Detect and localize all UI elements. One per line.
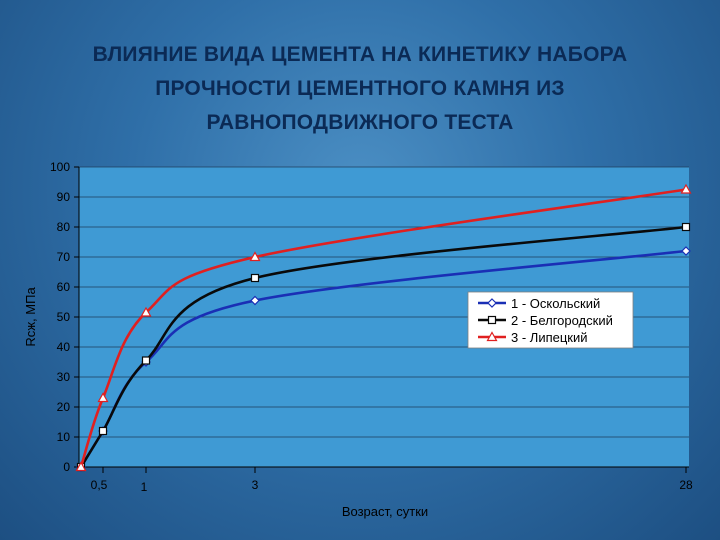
title-line-1: ВЛИЯНИЕ ВИДА ЦЕМЕНТА НА КИНЕТИКУ НАБОРА <box>92 43 628 66</box>
series-3-point-2 <box>140 306 152 317</box>
y-tick-label-10: 10 <box>57 430 71 444</box>
legend-swatch-marker-2 <box>487 315 497 325</box>
x-tick-label-3: 3 <box>252 478 259 492</box>
y-tick-label-50: 50 <box>57 310 71 324</box>
legend-swatch-marker-3 <box>486 331 498 342</box>
y-tick-labels: 0 10 20 30 40 50 60 70 80 90 100 <box>50 160 70 474</box>
y-tick-label-80: 80 <box>57 220 71 234</box>
x-tick-label-1: 0,5 <box>91 478 108 492</box>
y-tick-label-90: 90 <box>57 190 71 204</box>
axes <box>74 166 689 473</box>
title-line-3: РАВНОПОДВИЖНОГО ТЕСТА <box>206 111 514 134</box>
legend-swatch-marker-1 <box>487 298 497 308</box>
title-line-2: ПРОЧНОСТИ ЦЕМЕНТНОГО КАМНЯ ИЗ <box>155 77 565 100</box>
y-tick-label-40: 40 <box>57 340 71 354</box>
series-2-point-4 <box>681 222 691 232</box>
legend-label-1: 1 - Оскольский <box>511 296 600 311</box>
slide-title: ВЛИЯНИЕ ВИДА ЦЕМЕНТА НА КИНЕТИКУ НАБОРА … <box>0 38 720 140</box>
series-3 <box>75 183 692 472</box>
series-2-point-2 <box>141 356 151 365</box>
x-axis-title: Возраст, сутки <box>342 504 428 519</box>
series-3-point-0 <box>75 461 87 472</box>
y-tick-label-0: 0 <box>63 460 70 474</box>
series-1-point-4 <box>681 246 691 256</box>
series-2-point-1 <box>98 426 108 436</box>
legend-label-2: 2 - Белгородский <box>511 313 613 328</box>
y-tick-label-20: 20 <box>57 400 71 414</box>
series-2-point-3 <box>250 273 260 283</box>
series-3-point-3 <box>249 251 261 262</box>
data-series <box>75 183 692 472</box>
series-3-point-1 <box>97 392 109 403</box>
y-tick-label-60: 60 <box>57 280 71 294</box>
x-tick-label-2: 1 <box>141 480 148 494</box>
y-tick-label-100: 100 <box>50 160 70 174</box>
y-tick-label-30: 30 <box>57 370 71 384</box>
legend-label-3: 3 - Липецкий <box>511 330 588 345</box>
series-1-point-3 <box>250 295 260 306</box>
x-tick-label-4: 28 <box>679 478 693 492</box>
legend: 1 - Оскольский 2 - Белгородский 3 - Липецк… <box>467 291 634 349</box>
y-axis-title: Rсж, МПа <box>23 287 38 347</box>
series-3-point-4 <box>680 183 692 194</box>
y-tick-label-70: 70 <box>57 250 71 264</box>
x-tick-labels: 0,5 1 3 28 <box>91 478 693 494</box>
